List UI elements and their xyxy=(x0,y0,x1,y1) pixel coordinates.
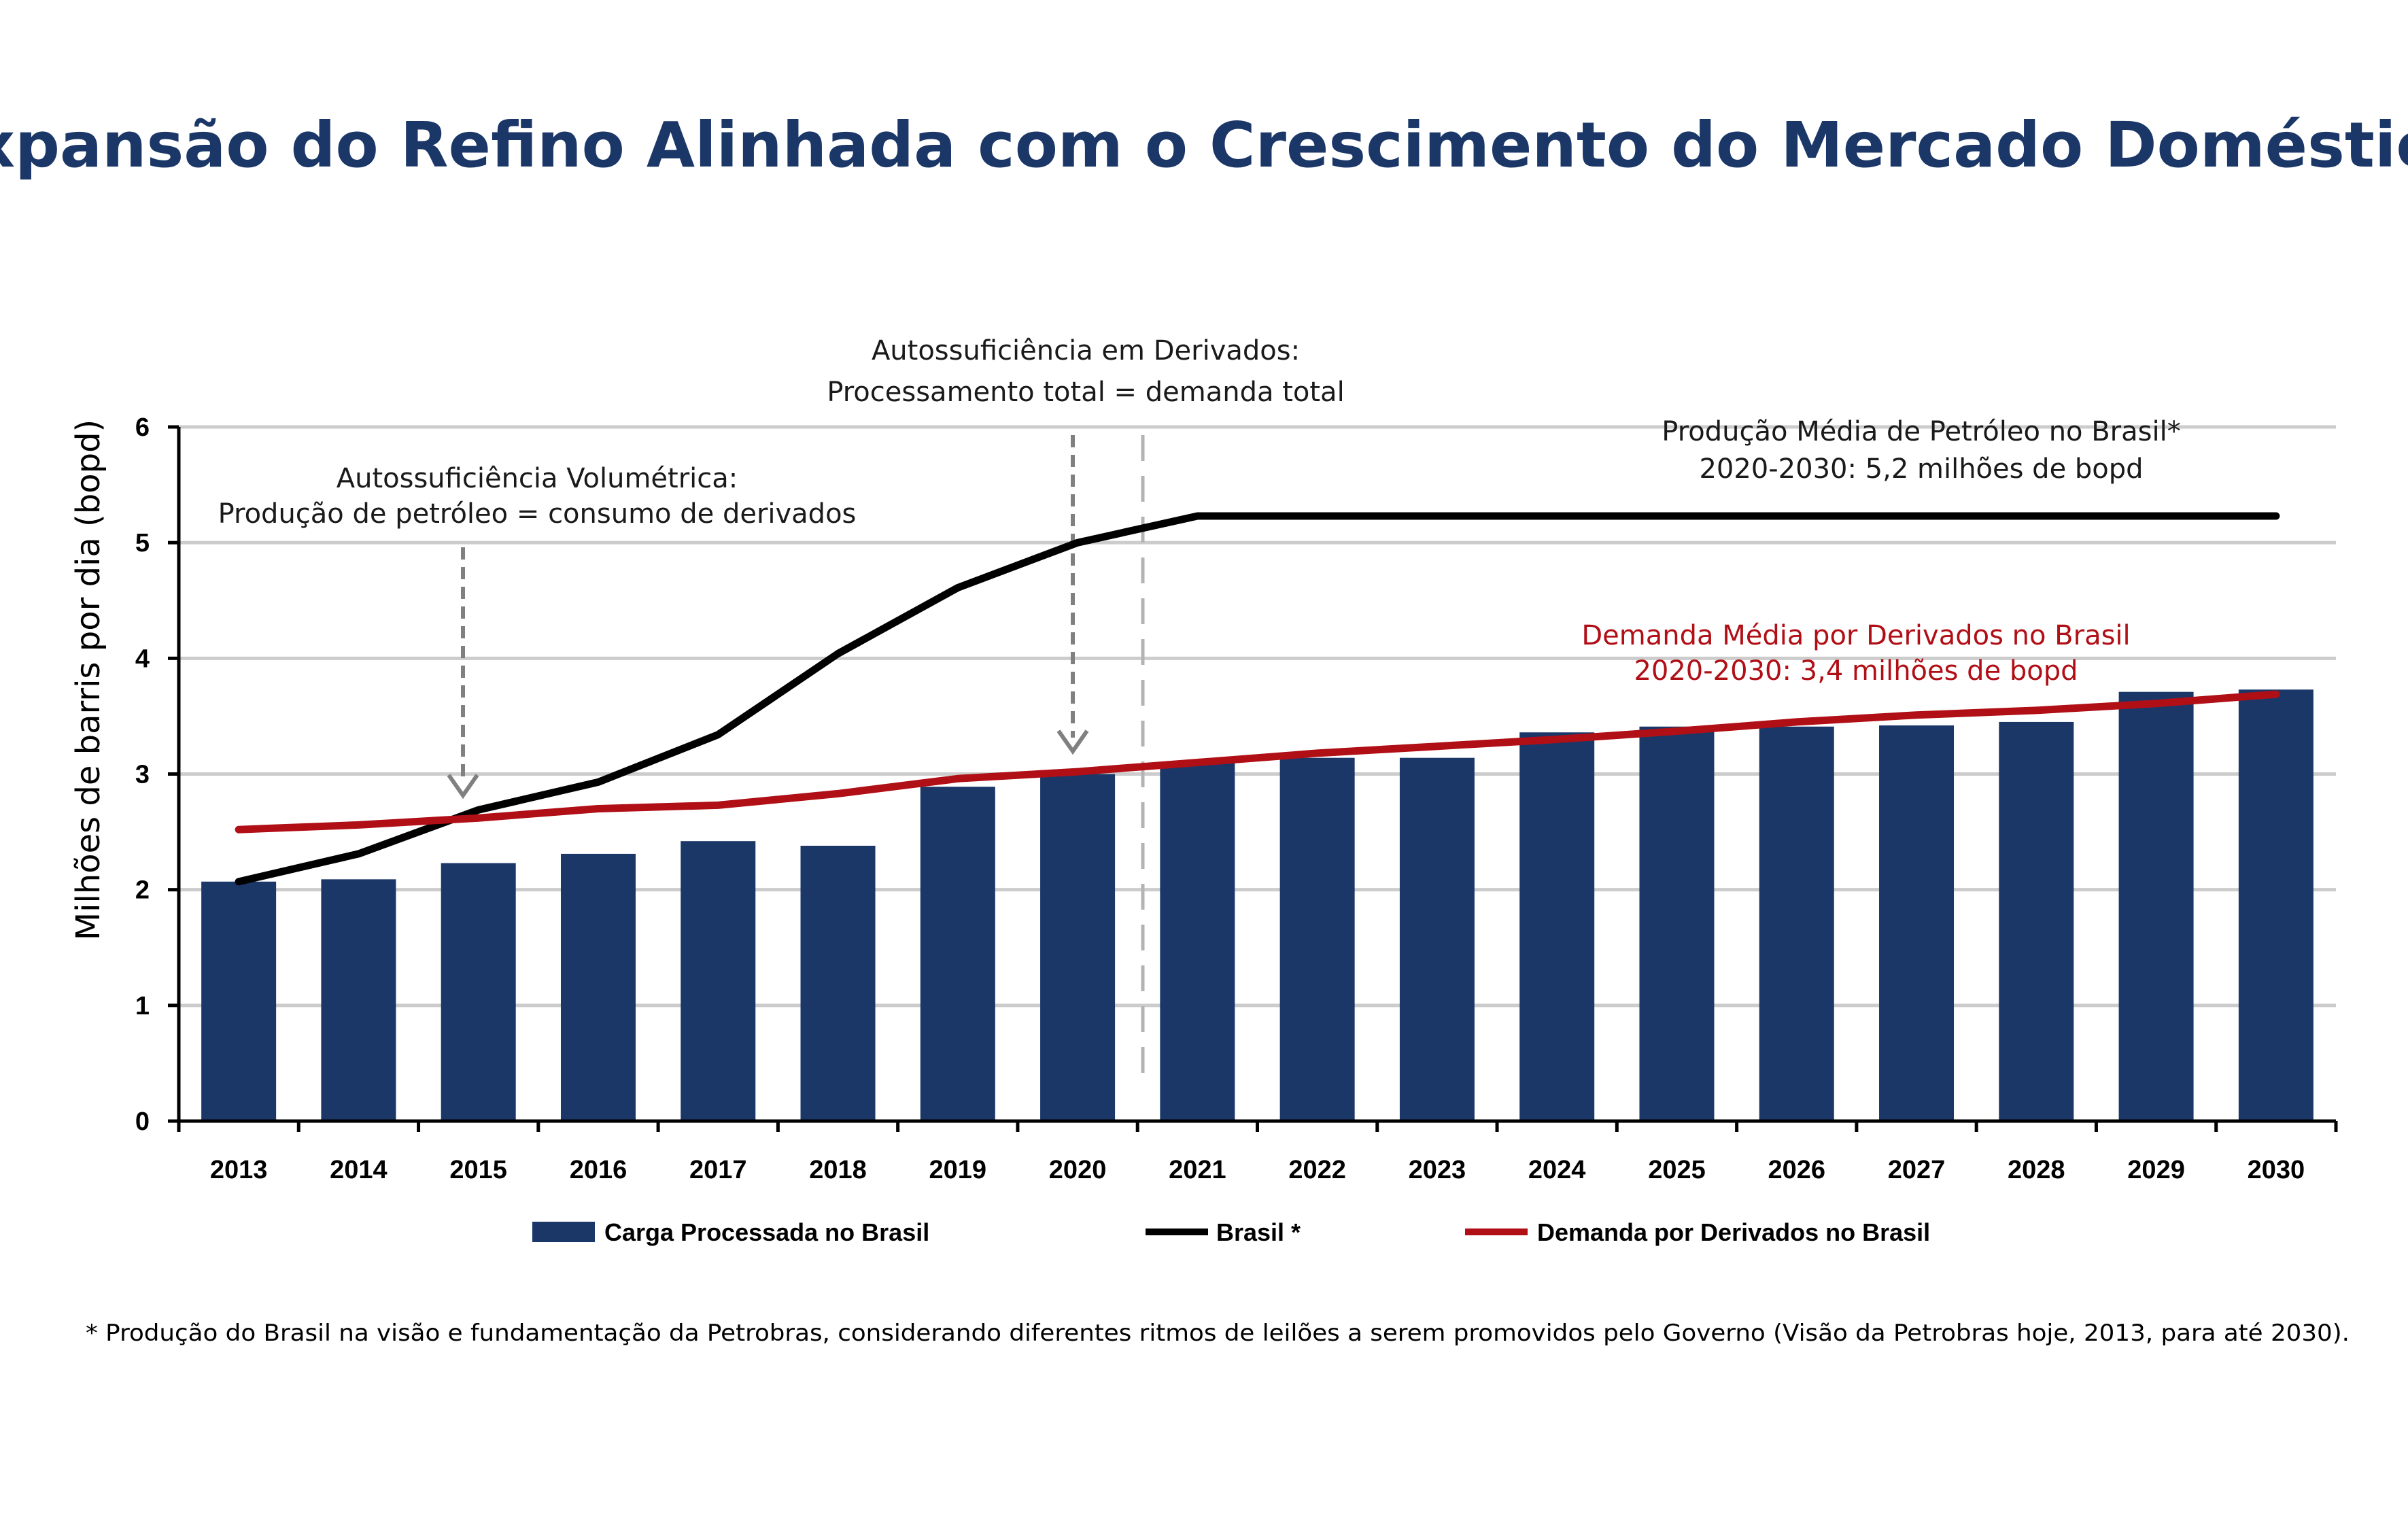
x-tick-label: 2017 xyxy=(689,1156,747,1184)
bar-2029 xyxy=(2118,691,2194,1121)
bar-2021 xyxy=(1160,762,1235,1121)
annotation-derivados-line2: Processamento total = demanda total xyxy=(827,377,1344,408)
footnote: * Produção do Brasil na visão e fundamen… xyxy=(86,1320,2350,1347)
bar-2020 xyxy=(1040,774,1116,1121)
y-tick-label: 3 xyxy=(135,761,150,789)
x-tick-label: 2026 xyxy=(1768,1156,1825,1184)
bar-2026 xyxy=(1759,726,1834,1121)
annotation-producao-line1: Produção Média de Petróleo no Brasil* xyxy=(1662,416,2180,447)
annotation-volumetrica-line2: Produção de petróleo = consumo de deriva… xyxy=(218,498,857,530)
y-axis-label: Milhões de barris por dia (bopd) xyxy=(69,419,107,941)
x-tick-label: 2027 xyxy=(1888,1156,1946,1184)
legend: Carga Processada no Brasil Brasil * Dema… xyxy=(532,1218,1930,1246)
y-tick-label: 4 xyxy=(135,645,150,673)
bar-2014 xyxy=(321,879,396,1121)
series-line-demanda xyxy=(235,690,2280,834)
bar-2015 xyxy=(441,863,516,1121)
annotation-demanda-line2: 2020-2030: 3,4 milhões de bopd xyxy=(1634,655,2078,687)
chart-title: Expansão do Refino Alinhada com o Cresci… xyxy=(0,109,2408,182)
legend-label-brasil: Brasil * xyxy=(1216,1218,1301,1246)
x-tick-label: 2018 xyxy=(809,1156,867,1184)
x-tick-label: 2015 xyxy=(449,1156,507,1184)
grid-lines xyxy=(179,425,2336,1008)
legend-label-bars: Carga Processada no Brasil xyxy=(604,1218,929,1246)
annotation-demanda-line1: Demanda Média por Derivados no Brasil xyxy=(1581,620,2130,651)
bar-2030 xyxy=(2238,689,2314,1121)
axes: 0 1 2 3 4 5 6 2013 2014 2015 2016 2017 2018 2019 2020 2… xyxy=(135,413,2338,1184)
y-tick-label: 5 xyxy=(135,529,150,557)
annotation-derivados-line1: Autossuficiência em Derivados: xyxy=(872,335,1300,366)
bar-2022 xyxy=(1279,757,1355,1121)
legend-label-demanda: Demanda por Derivados no Brasil xyxy=(1537,1218,1930,1246)
lines xyxy=(235,512,2280,886)
x-tick-label: 2021 xyxy=(1169,1156,1226,1184)
x-tick-label: 2024 xyxy=(1528,1156,1586,1184)
y-tick-label: 0 xyxy=(135,1107,150,1136)
bar-2019 xyxy=(920,787,995,1121)
bar-2016 xyxy=(560,853,636,1121)
x-tick-label: 2014 xyxy=(330,1156,388,1184)
annotation-producao-line2: 2020-2030: 5,2 milhões de bopd xyxy=(1699,453,2143,485)
bar-2027 xyxy=(1879,725,1955,1121)
x-tick-label: 2013 xyxy=(210,1156,268,1184)
x-tick-label: 2019 xyxy=(929,1156,987,1184)
bar-2028 xyxy=(1999,721,2074,1121)
x-tick-label: 2023 xyxy=(1409,1156,1466,1184)
x-tick-label: 2029 xyxy=(2127,1156,2185,1184)
arrow-derivados xyxy=(1056,435,1089,755)
x-tick-label: 2028 xyxy=(2008,1156,2065,1184)
x-tick-label: 2025 xyxy=(1648,1156,1706,1184)
x-tick-label: 2030 xyxy=(2248,1156,2305,1184)
legend-swatch-bars xyxy=(532,1222,595,1242)
bar-2017 xyxy=(681,841,756,1121)
x-tick-label: 2020 xyxy=(1049,1156,1107,1184)
bar-2023 xyxy=(1399,757,1475,1121)
series-line-brasil xyxy=(235,512,2280,886)
bar-2018 xyxy=(800,846,876,1121)
bars xyxy=(201,689,2314,1121)
x-tick-label: 2016 xyxy=(570,1156,627,1184)
y-tick-label: 6 xyxy=(135,413,150,442)
annotation-volumetrica-line1: Autossuficiência Volumétrica: xyxy=(337,463,738,494)
arrow-volumetrica xyxy=(447,547,479,800)
y-tick-label: 2 xyxy=(135,876,150,905)
x-tick-label: 2022 xyxy=(1288,1156,1346,1184)
bar-2025 xyxy=(1639,726,1715,1121)
bar-2013 xyxy=(201,881,277,1121)
bar-2024 xyxy=(1519,732,1595,1121)
y-tick-label: 1 xyxy=(135,992,150,1020)
